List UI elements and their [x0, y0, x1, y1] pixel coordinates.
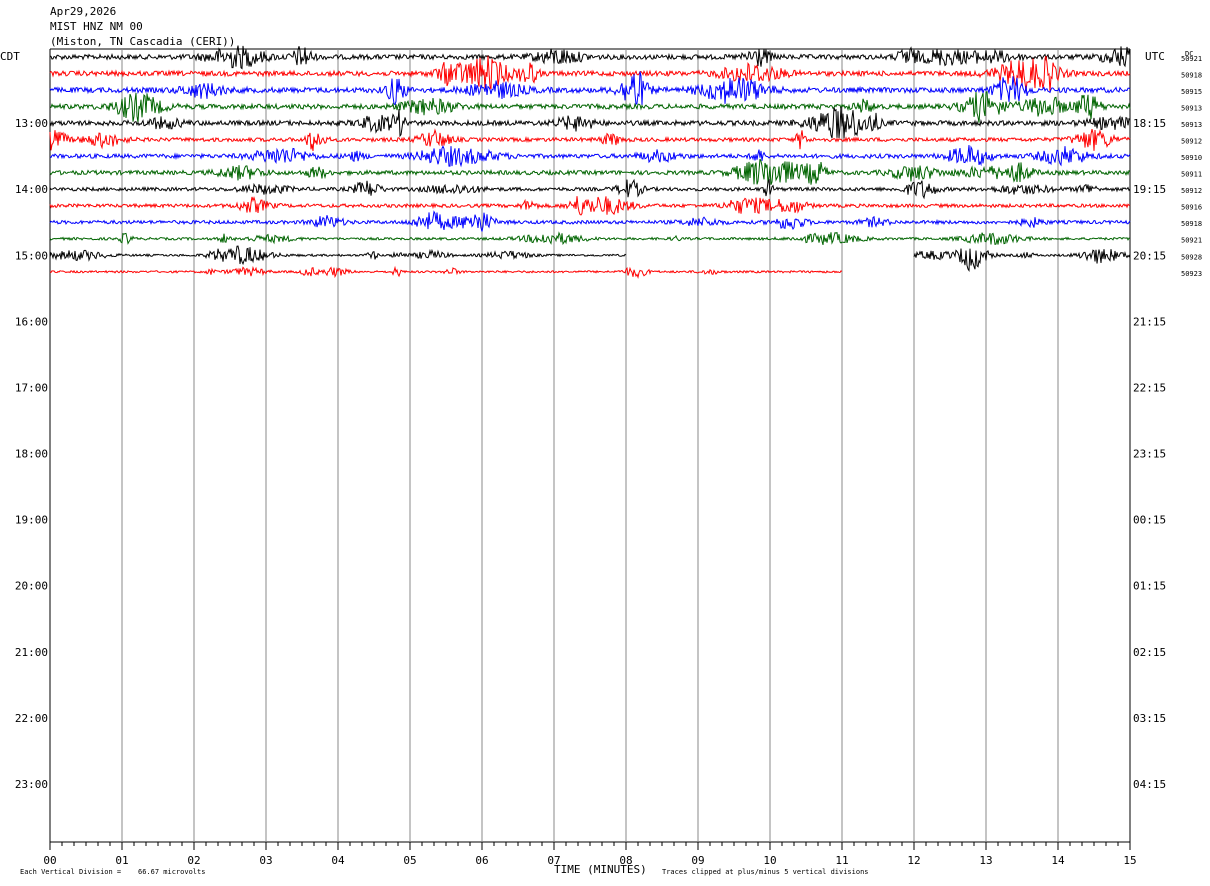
left-hour-label: 17:00 — [15, 381, 48, 394]
seismic-trace-row-9 — [49, 196, 1131, 216]
x-tick-label: 12 — [907, 854, 920, 867]
right-hour-label: 23:15 — [1133, 448, 1166, 461]
right-hour-label: 03:15 — [1133, 712, 1166, 725]
dc-offset-label: 50918 — [1181, 220, 1202, 228]
x-tick-label: 13 — [979, 854, 992, 867]
x-tick-label: 03 — [259, 854, 272, 867]
seismic-trace-row-3 — [49, 91, 1131, 123]
seismic-trace-row-8 — [49, 178, 1131, 200]
dc-offset-label: 50921 — [1181, 237, 1202, 245]
seismic-trace-row-5 — [49, 128, 1131, 152]
dc-offset-label: 50912 — [1181, 138, 1202, 146]
chart-date: Apr29,2026 — [50, 5, 117, 18]
left-hour-label: 19:00 — [15, 514, 48, 527]
right-hour-label: 18:15 — [1133, 117, 1166, 130]
left-hour-label: 15:00 — [15, 249, 48, 262]
dc-offset-label: 50911 — [1181, 171, 1202, 179]
right-hour-label: 22:15 — [1133, 381, 1166, 394]
seismic-trace-row-6 — [49, 145, 1131, 168]
seismic-trace-row-4 — [49, 106, 1131, 139]
x-tick-label: 02 — [187, 854, 200, 867]
dc-offset-label: 50916 — [1181, 204, 1202, 212]
x-tick-label: 05 — [403, 854, 416, 867]
seismic-trace-row-0 — [49, 45, 1131, 70]
dc-offset-label: 50913 — [1181, 105, 1202, 113]
x-tick-label: 07 — [547, 854, 560, 867]
seismic-trace-row-7 — [49, 158, 1131, 185]
left-hour-label: 22:00 — [15, 712, 48, 725]
x-tick-label: 04 — [331, 854, 345, 867]
seismic-trace-row-11 — [49, 231, 1131, 246]
dc-offset-label: 50923 — [1181, 270, 1202, 278]
left-hour-label: 20:00 — [15, 580, 48, 593]
chart-location: (Miston, TN Cascadia (CERI)) — [50, 35, 236, 48]
x-tick-label: 01 — [115, 854, 128, 867]
seismic-trace-row-12 — [913, 248, 1131, 273]
right-hour-label: 00:15 — [1133, 514, 1166, 527]
x-tick-label: 09 — [691, 854, 704, 867]
x-tick-label: 10 — [763, 854, 776, 867]
x-axis-label: TIME (MINUTES) — [554, 863, 647, 876]
chart-station: MIST HNZ NM 00 — [50, 20, 143, 33]
x-tick-label: 14 — [1051, 854, 1065, 867]
left-hour-label: 14:00 — [15, 183, 48, 196]
right-timezone-label: UTC — [1145, 50, 1165, 63]
seismic-trace-row-1 — [49, 55, 1131, 92]
right-hour-label: 02:15 — [1133, 646, 1166, 659]
right-hour-label: 19:15 — [1133, 183, 1166, 196]
dc-offset-label: 50921 — [1181, 55, 1202, 63]
seismic-trace-row-10 — [49, 210, 1131, 232]
left-timezone-label: CDT — [0, 50, 20, 63]
right-hour-label: 04:15 — [1133, 778, 1166, 791]
x-tick-label: 00 — [43, 854, 56, 867]
left-hour-label: 21:00 — [15, 646, 48, 659]
x-tick-label: 11 — [835, 854, 848, 867]
seismic-trace-row-13 — [49, 265, 843, 279]
left-hour-label: 18:00 — [15, 448, 48, 461]
x-tick-label: 15 — [1123, 854, 1136, 867]
dc-offset-label: 50913 — [1181, 121, 1202, 129]
x-tick-label: 06 — [475, 854, 488, 867]
dc-offset-label: 50915 — [1181, 88, 1202, 96]
seismic-trace-row-12 — [49, 245, 627, 266]
right-hour-label: 20:15 — [1133, 249, 1166, 262]
left-hour-label: 23:00 — [15, 778, 48, 791]
scale-note: Each Vertical Division = 66.67 microvolt… — [20, 868, 206, 876]
seismic-trace-row-2 — [49, 71, 1131, 106]
dc-offset-label: 50928 — [1181, 253, 1202, 261]
dc-offset-label: 50918 — [1181, 72, 1202, 80]
dc-offset-label: 50912 — [1181, 187, 1202, 195]
right-hour-label: 21:15 — [1133, 315, 1166, 328]
dc-offset-label: 50910 — [1181, 154, 1202, 162]
right-hour-label: 01:15 — [1133, 580, 1166, 593]
left-hour-label: 16:00 — [15, 315, 48, 328]
left-hour-label: 13:00 — [15, 117, 48, 130]
x-tick-label: 08 — [619, 854, 632, 867]
dc-label: DC — [1185, 50, 1194, 58]
clip-note: Traces clipped at plus/minus 5 vertical … — [662, 868, 869, 876]
